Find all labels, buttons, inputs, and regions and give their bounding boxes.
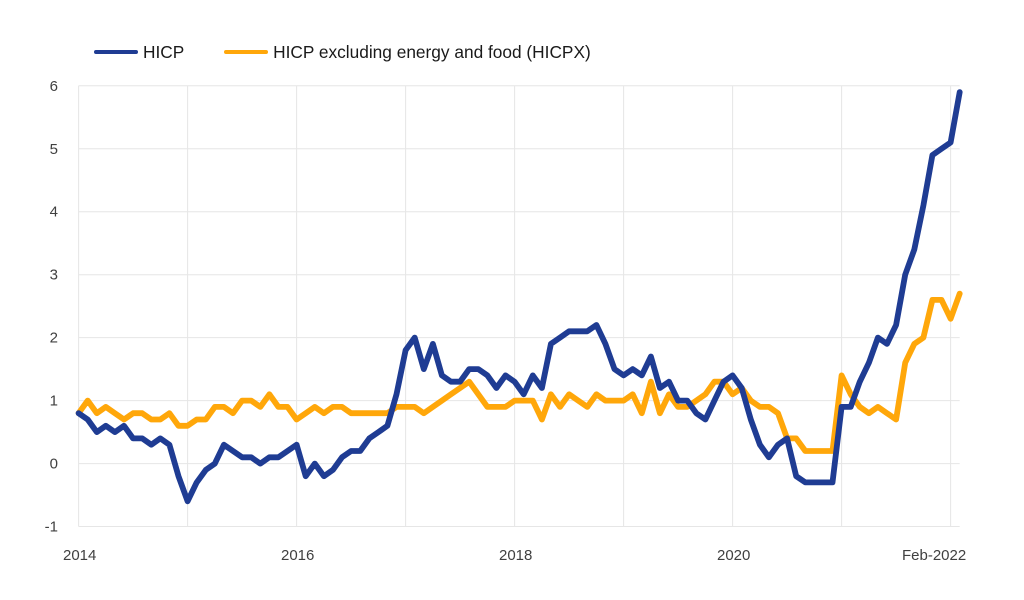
- svg-text:0: 0: [50, 456, 58, 473]
- svg-text:3: 3: [50, 267, 58, 284]
- svg-text:Feb-2022: Feb-2022: [902, 547, 966, 564]
- svg-text:2: 2: [50, 330, 58, 347]
- svg-text:2014: 2014: [63, 547, 96, 564]
- svg-text:4: 4: [50, 204, 58, 221]
- svg-text:1: 1: [50, 393, 58, 410]
- svg-text:2016: 2016: [281, 547, 314, 564]
- svg-text:5: 5: [50, 141, 58, 158]
- svg-text:2020: 2020: [717, 547, 750, 564]
- svg-text:2018: 2018: [499, 547, 532, 564]
- svg-text:6: 6: [50, 78, 58, 95]
- svg-text:-1: -1: [45, 519, 58, 536]
